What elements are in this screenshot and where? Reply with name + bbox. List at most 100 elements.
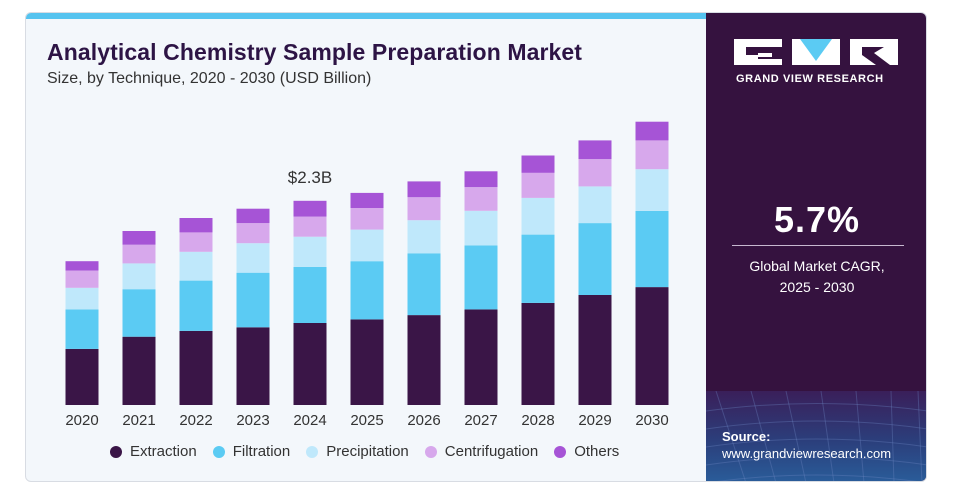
bar-segment-others-2020 (65, 261, 99, 271)
legend-item-centrifugation: Centrifugation (424, 443, 539, 460)
chart-panel: Analytical Chemistry Sample Preparation … (26, 13, 706, 481)
bar-segment-centrifugation-2030 (635, 140, 669, 170)
bar-segment-centrifugation-2029 (578, 159, 612, 187)
x-tick-label-2022: 2022 (179, 412, 212, 429)
x-tick-label-2029: 2029 (578, 412, 611, 429)
bar-segment-filtration-2022 (179, 280, 213, 331)
chart-subtitle: Size, by Technique, 2020 - 2030 (USD Bil… (47, 70, 372, 87)
bar-segment-filtration-2026 (407, 253, 441, 316)
bar-segment-filtration-2027 (464, 245, 498, 310)
cagr-divider (732, 245, 904, 246)
bar-segment-others-2022 (179, 218, 213, 233)
source-url[interactable]: www.grandviewresearch.com (722, 446, 892, 461)
bar-segment-precipitation-2028 (521, 197, 555, 235)
bar-segment-filtration-2024 (293, 266, 327, 323)
bar-segment-extraction-2026 (407, 315, 441, 405)
bar-segment-filtration-2030 (635, 210, 669, 288)
x-tick-label-2025: 2025 (350, 412, 383, 429)
legend-label-others: Others (574, 443, 620, 460)
source-background (706, 391, 926, 481)
legend-item-others: Others (554, 443, 619, 460)
bar-segment-others-2027 (464, 171, 498, 188)
cagr-label-line1: Global Market CAGR, (749, 258, 885, 274)
bar-segment-others-2026 (407, 181, 441, 198)
bar-segment-filtration-2020 (65, 309, 99, 349)
bar-segment-others-2029 (578, 140, 612, 160)
bar-segment-filtration-2023 (236, 272, 270, 328)
bar-segment-extraction-2029 (578, 295, 612, 405)
bar-segment-extraction-2021 (122, 336, 156, 405)
bar-segment-centrifugation-2025 (350, 208, 384, 230)
bar-segment-precipitation-2026 (407, 220, 441, 254)
bar-segment-others-2024 (293, 200, 327, 217)
bar-segment-filtration-2021 (122, 289, 156, 337)
legend-item-filtration: Filtration (212, 443, 291, 460)
legend-swatch-centrifugation (424, 445, 437, 458)
bar-segment-extraction-2024 (293, 323, 327, 405)
data-label-2024: $2.3B (288, 168, 332, 187)
legend-swatch-extraction (110, 445, 122, 458)
bar-segment-precipitation-2029 (578, 186, 612, 224)
x-tick-label-2021: 2021 (122, 412, 155, 429)
bar-segment-precipitation-2030 (635, 169, 669, 211)
x-tick-label-2020: 2020 (65, 412, 98, 429)
x-tick-label-2027: 2027 (464, 412, 497, 429)
bar-segment-centrifugation-2020 (65, 270, 99, 288)
bar-segment-precipitation-2027 (464, 210, 498, 246)
bar-segment-precipitation-2021 (122, 263, 156, 290)
x-tick-label-2028: 2028 (521, 412, 554, 429)
bar-segment-filtration-2029 (578, 223, 612, 295)
legend-swatch-precipitation (306, 445, 319, 458)
x-tick-label-2026: 2026 (407, 412, 440, 429)
bar-segment-precipitation-2023 (236, 243, 270, 273)
cagr-label-line2: 2025 - 2030 (779, 279, 855, 295)
x-tick-label-2023: 2023 (236, 412, 269, 429)
bar-segment-centrifugation-2026 (407, 197, 441, 221)
x-tick-label-2030: 2030 (635, 412, 668, 429)
infographic-card: Analytical Chemistry Sample Preparation … (25, 12, 927, 482)
legend-item-precipitation: Precipitation (306, 443, 409, 460)
bar-segment-extraction-2030 (635, 287, 669, 405)
bar-segment-others-2021 (122, 231, 156, 245)
bar-segment-extraction-2025 (350, 319, 384, 405)
cagr-value: 5.7% (773, 199, 861, 240)
bar-segment-precipitation-2025 (350, 229, 384, 262)
stacked-bar-chart: 2020 2021 2022 2023 $2.3B 2024 2025 2026 2027 202… (65, 121, 669, 429)
chart-legend: Extraction Filtration Precipitation Centrif… (110, 443, 619, 460)
cagr-label: Global Market CAGR, 2025 - 2030 (706, 256, 926, 298)
bar-segment-centrifugation-2027 (464, 187, 498, 211)
bar-segment-others-2028 (521, 155, 555, 173)
bar-segment-precipitation-2024 (293, 236, 327, 267)
bar-segment-centrifugation-2028 (521, 172, 555, 198)
grid-pattern-icon (706, 391, 926, 481)
bar-segment-precipitation-2020 (65, 287, 99, 310)
bar-segment-others-2025 (350, 192, 384, 208)
legend-item-extraction: Extraction (110, 443, 197, 460)
source-label: Source: (722, 429, 771, 444)
bar-segment-extraction-2027 (464, 309, 498, 405)
logo-mark-icon (734, 39, 898, 65)
legend-label-extraction: Extraction (130, 443, 197, 460)
bar-segment-centrifugation-2022 (179, 232, 213, 252)
bar-segment-filtration-2028 (521, 234, 555, 303)
bar-segment-others-2023 (236, 208, 270, 224)
legend-label-filtration: Filtration (232, 443, 291, 460)
bar-segment-filtration-2025 (350, 261, 384, 320)
bar-segment-centrifugation-2024 (293, 216, 327, 237)
bar-segment-centrifugation-2021 (122, 244, 156, 264)
bar-segment-centrifugation-2023 (236, 223, 270, 244)
legend-label-precipitation: Precipitation (326, 443, 409, 460)
bar-segment-extraction-2028 (521, 302, 555, 405)
brand-name: GRAND VIEW RESEARCH (736, 73, 884, 85)
x-tick-label-2024: 2024 (293, 412, 326, 429)
bar-segment-extraction-2023 (236, 327, 270, 405)
legend-swatch-others (554, 445, 567, 458)
legend-label-centrifugation: Centrifugation (444, 443, 539, 460)
bar-segment-extraction-2020 (65, 348, 99, 405)
chart-title: Analytical Chemistry Sample Preparation … (47, 39, 583, 65)
bar-segment-extraction-2022 (179, 330, 213, 405)
legend-swatch-filtration (212, 445, 225, 458)
brand-panel: GRAND VIEW RESEARCH 5.7% Global Market C… (706, 13, 926, 481)
bar-segment-precipitation-2022 (179, 251, 213, 281)
top-accent-stripe (26, 13, 706, 19)
